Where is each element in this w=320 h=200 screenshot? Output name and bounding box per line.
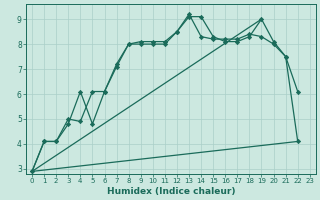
X-axis label: Humidex (Indice chaleur): Humidex (Indice chaleur) (107, 187, 235, 196)
